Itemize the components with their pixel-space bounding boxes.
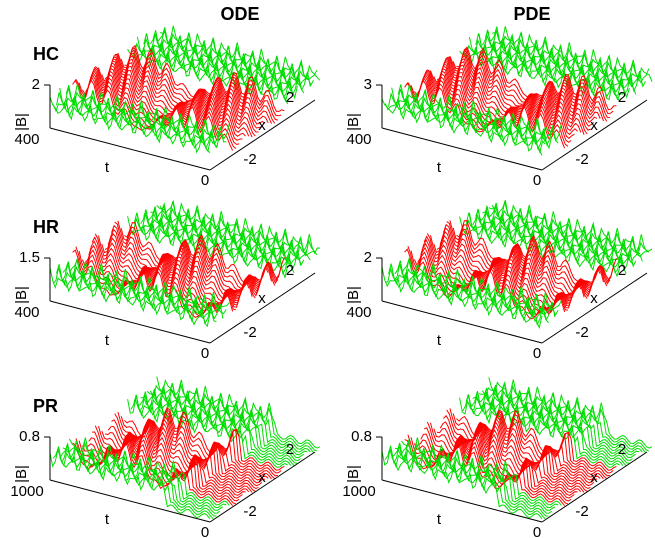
surface-line bbox=[492, 380, 652, 449]
x-tick-label: -2 bbox=[575, 324, 588, 341]
z-axis-label: |B| bbox=[13, 465, 30, 483]
t-tick-label: 1000 bbox=[342, 483, 375, 500]
x-axis-label: x bbox=[258, 290, 266, 307]
z-axis-label: |B| bbox=[345, 113, 362, 131]
z-tick-label: 2 bbox=[32, 76, 40, 93]
x-tick-label: -2 bbox=[243, 324, 256, 341]
x-tick-label: 2 bbox=[618, 262, 626, 279]
t-axis-label: t bbox=[105, 332, 110, 349]
x-tick-label: 2 bbox=[286, 89, 294, 106]
panel: 2 |B|400 0 t 2 -2x bbox=[345, 200, 652, 362]
t-axis-label: t bbox=[437, 159, 442, 176]
x-tick-label: 2 bbox=[618, 441, 626, 458]
z-axis-label: |B| bbox=[345, 465, 362, 483]
figure: ODEPDEHC2|B|4000t2-2x3|B|4000t2-2xHR1.5|… bbox=[0, 0, 655, 538]
t-axis-label: t bbox=[105, 511, 110, 528]
t-axis-label: t bbox=[437, 332, 442, 349]
row-label: PR bbox=[33, 396, 58, 416]
x-axis-label: x bbox=[590, 117, 598, 134]
t-tick-label: 0 bbox=[201, 345, 209, 362]
x-tick-label: 2 bbox=[618, 89, 626, 106]
panel: 3 |B|400 0 t 2 -2x bbox=[345, 26, 652, 189]
t-tick-label: 0 bbox=[533, 345, 541, 362]
x-tick-label: -2 bbox=[243, 151, 256, 168]
x-axis bbox=[210, 273, 315, 343]
surface-line bbox=[50, 449, 210, 519]
t-tick-label: 1000 bbox=[10, 483, 43, 500]
column-title: PDE bbox=[513, 4, 550, 24]
z-axis-label: |B| bbox=[13, 113, 30, 131]
panel: 2 |B|400 0 t 2 -2x bbox=[13, 26, 320, 189]
x-axis-label: x bbox=[258, 469, 266, 486]
x-tick-label: -2 bbox=[575, 151, 588, 168]
x-axis-label: x bbox=[590, 290, 598, 307]
panel: 0.8 |B|1000 0 t 2 -2x bbox=[342, 377, 652, 538]
z-tick-label: 0.8 bbox=[351, 428, 372, 445]
t-tick-label: 0 bbox=[201, 524, 209, 538]
t-tick-label: 0 bbox=[533, 172, 541, 189]
t-tick-label: 0 bbox=[533, 524, 541, 538]
row-label: HC bbox=[33, 44, 59, 64]
t-tick-label: 0 bbox=[201, 172, 209, 189]
x-tick-label: -2 bbox=[575, 503, 588, 520]
z-tick-label: 0.8 bbox=[19, 428, 40, 445]
t-axis-label: t bbox=[437, 511, 442, 528]
t-tick-label: 400 bbox=[14, 304, 39, 321]
column-title: ODE bbox=[220, 4, 259, 24]
z-tick-label: 2 bbox=[364, 249, 372, 266]
t-tick-label: 400 bbox=[346, 304, 371, 321]
x-axis-label: x bbox=[590, 469, 598, 486]
t-axis-label: t bbox=[105, 159, 110, 176]
x-tick-label: -2 bbox=[243, 503, 256, 520]
x-tick-label: 2 bbox=[286, 262, 294, 279]
t-tick-label: 400 bbox=[346, 131, 371, 148]
z-tick-label: 3 bbox=[364, 76, 372, 93]
z-axis-label: |B| bbox=[13, 286, 30, 304]
z-axis-label: |B| bbox=[345, 286, 362, 304]
x-tick-label: 2 bbox=[286, 441, 294, 458]
t-tick-label: 400 bbox=[14, 131, 39, 148]
row-label: HR bbox=[33, 217, 59, 237]
x-axis-label: x bbox=[258, 117, 266, 134]
z-tick-label: 1.5 bbox=[19, 249, 40, 266]
panel: 1.5 |B|400 0 t 2 -2x bbox=[13, 201, 320, 362]
